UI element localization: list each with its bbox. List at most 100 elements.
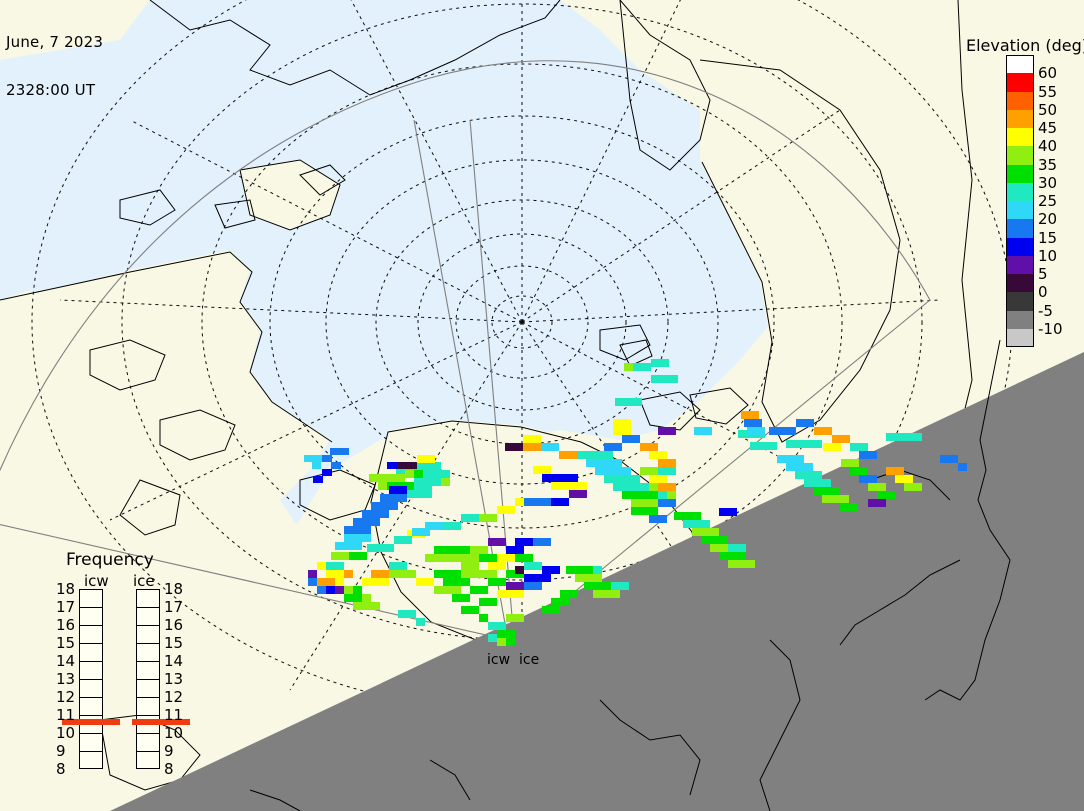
elevation-cell bbox=[786, 463, 795, 471]
elevation-cell bbox=[877, 491, 886, 499]
elevation-cell bbox=[533, 582, 542, 590]
elevation-cell bbox=[719, 552, 728, 560]
elevation-cell bbox=[667, 483, 676, 491]
elevation-cell bbox=[308, 570, 317, 578]
elevation-cell bbox=[823, 443, 832, 451]
elevation-cell bbox=[443, 546, 452, 554]
elevation-cell bbox=[895, 467, 904, 475]
colorbar-band-5 bbox=[1006, 146, 1034, 165]
elevation-cell bbox=[497, 506, 506, 514]
elevation-cell bbox=[850, 467, 859, 475]
elevation-cell bbox=[506, 546, 515, 554]
frequency-label-ice: ice bbox=[133, 572, 155, 590]
elevation-cell bbox=[778, 427, 787, 435]
elevation-cell bbox=[371, 578, 380, 586]
elevation-cell bbox=[569, 490, 578, 498]
elevation-cell bbox=[602, 590, 611, 598]
elevation-cell bbox=[423, 478, 432, 486]
elevation-cell bbox=[371, 502, 380, 510]
frequency-bar-icw[interactable] bbox=[79, 589, 103, 769]
elevation-cell bbox=[434, 522, 443, 530]
elevation-colorbar[interactable] bbox=[1006, 55, 1034, 347]
elevation-cell bbox=[769, 427, 778, 435]
elevation-cell bbox=[804, 471, 813, 479]
elevation-cell bbox=[913, 483, 922, 491]
elevation-cell bbox=[728, 508, 737, 516]
elevation-cell bbox=[753, 419, 762, 427]
elevation-cell bbox=[868, 451, 877, 459]
elevation-cell bbox=[389, 562, 398, 570]
elevation-cell bbox=[750, 411, 759, 419]
elevation-cell bbox=[577, 451, 586, 459]
elevation-cell bbox=[414, 478, 423, 486]
elevation-cell bbox=[831, 487, 840, 495]
elevation-cell bbox=[649, 483, 658, 491]
elevation-cell bbox=[371, 602, 380, 610]
frequency-tick-ice-9: 9 bbox=[164, 742, 174, 760]
elevation-cell bbox=[850, 443, 859, 451]
elevation-cell bbox=[622, 427, 631, 435]
elevation-cell bbox=[895, 475, 904, 483]
header-time: 2328:00 UT bbox=[6, 81, 96, 99]
elevation-cell bbox=[497, 630, 506, 638]
elevation-cell bbox=[398, 562, 407, 570]
elevation-cell bbox=[669, 375, 678, 383]
elevation-cell bbox=[750, 442, 759, 450]
elevation-cell bbox=[658, 515, 667, 523]
elevation-cell bbox=[551, 482, 560, 490]
header-date: June, 7 2023 bbox=[6, 33, 104, 51]
elevation-cell bbox=[378, 482, 387, 490]
elevation-cell bbox=[344, 594, 353, 602]
colorbar-tick-5: 5 bbox=[1038, 265, 1048, 283]
elevation-cell bbox=[416, 618, 425, 626]
elevation-cell bbox=[443, 578, 452, 586]
elevation-cell bbox=[378, 474, 387, 482]
elevation-cell bbox=[515, 538, 524, 546]
colorbar-tick--10: -10 bbox=[1038, 319, 1063, 338]
elevation-cell bbox=[326, 586, 335, 594]
elevation-cell bbox=[405, 482, 414, 490]
elevation-cell bbox=[425, 578, 434, 586]
elevation-cell bbox=[631, 491, 640, 499]
elevation-cell bbox=[514, 443, 523, 451]
elevation-cell bbox=[403, 536, 412, 544]
elevation-cell bbox=[719, 536, 728, 544]
elevation-cell bbox=[631, 499, 640, 507]
elevation-cell bbox=[461, 570, 470, 578]
elevation-cell bbox=[640, 483, 649, 491]
elevation-cell bbox=[710, 536, 719, 544]
elevation-cell bbox=[331, 552, 340, 560]
colorbar-tick-45: 45 bbox=[1038, 119, 1058, 137]
frequency-segment bbox=[80, 662, 102, 680]
elevation-cell bbox=[407, 530, 416, 538]
elevation-cell bbox=[533, 498, 542, 506]
elevation-cell bbox=[353, 518, 362, 526]
elevation-cell bbox=[868, 499, 877, 507]
elevation-cell bbox=[432, 478, 441, 486]
elevation-cell bbox=[479, 614, 488, 622]
frequency-segment bbox=[137, 626, 159, 644]
elevation-cell bbox=[746, 560, 755, 568]
elevation-cell bbox=[533, 574, 542, 582]
elevation-cell bbox=[340, 552, 349, 560]
elevation-cell bbox=[701, 520, 710, 528]
elevation-cell bbox=[497, 622, 506, 630]
colorbar-tick-40: 40 bbox=[1038, 137, 1058, 156]
elevation-cell bbox=[416, 578, 425, 586]
elevation-cell bbox=[633, 398, 642, 406]
elevation-cell bbox=[622, 491, 631, 499]
site-label-ice: ice bbox=[519, 652, 540, 668]
elevation-cell bbox=[362, 518, 371, 526]
elevation-cell bbox=[615, 398, 624, 406]
elevation-cell bbox=[551, 598, 560, 606]
elevation-cell bbox=[425, 522, 434, 530]
elevation-cell bbox=[550, 443, 559, 451]
colorbar-tick-35: 35 bbox=[1038, 155, 1058, 174]
elevation-cell bbox=[737, 560, 746, 568]
elevation-cell bbox=[533, 466, 542, 474]
elevation-cell bbox=[649, 499, 658, 507]
elevation-cell bbox=[703, 427, 712, 435]
elevation-cell bbox=[613, 427, 622, 435]
elevation-cell bbox=[398, 494, 407, 502]
frequency-bar-ice[interactable] bbox=[136, 589, 160, 769]
